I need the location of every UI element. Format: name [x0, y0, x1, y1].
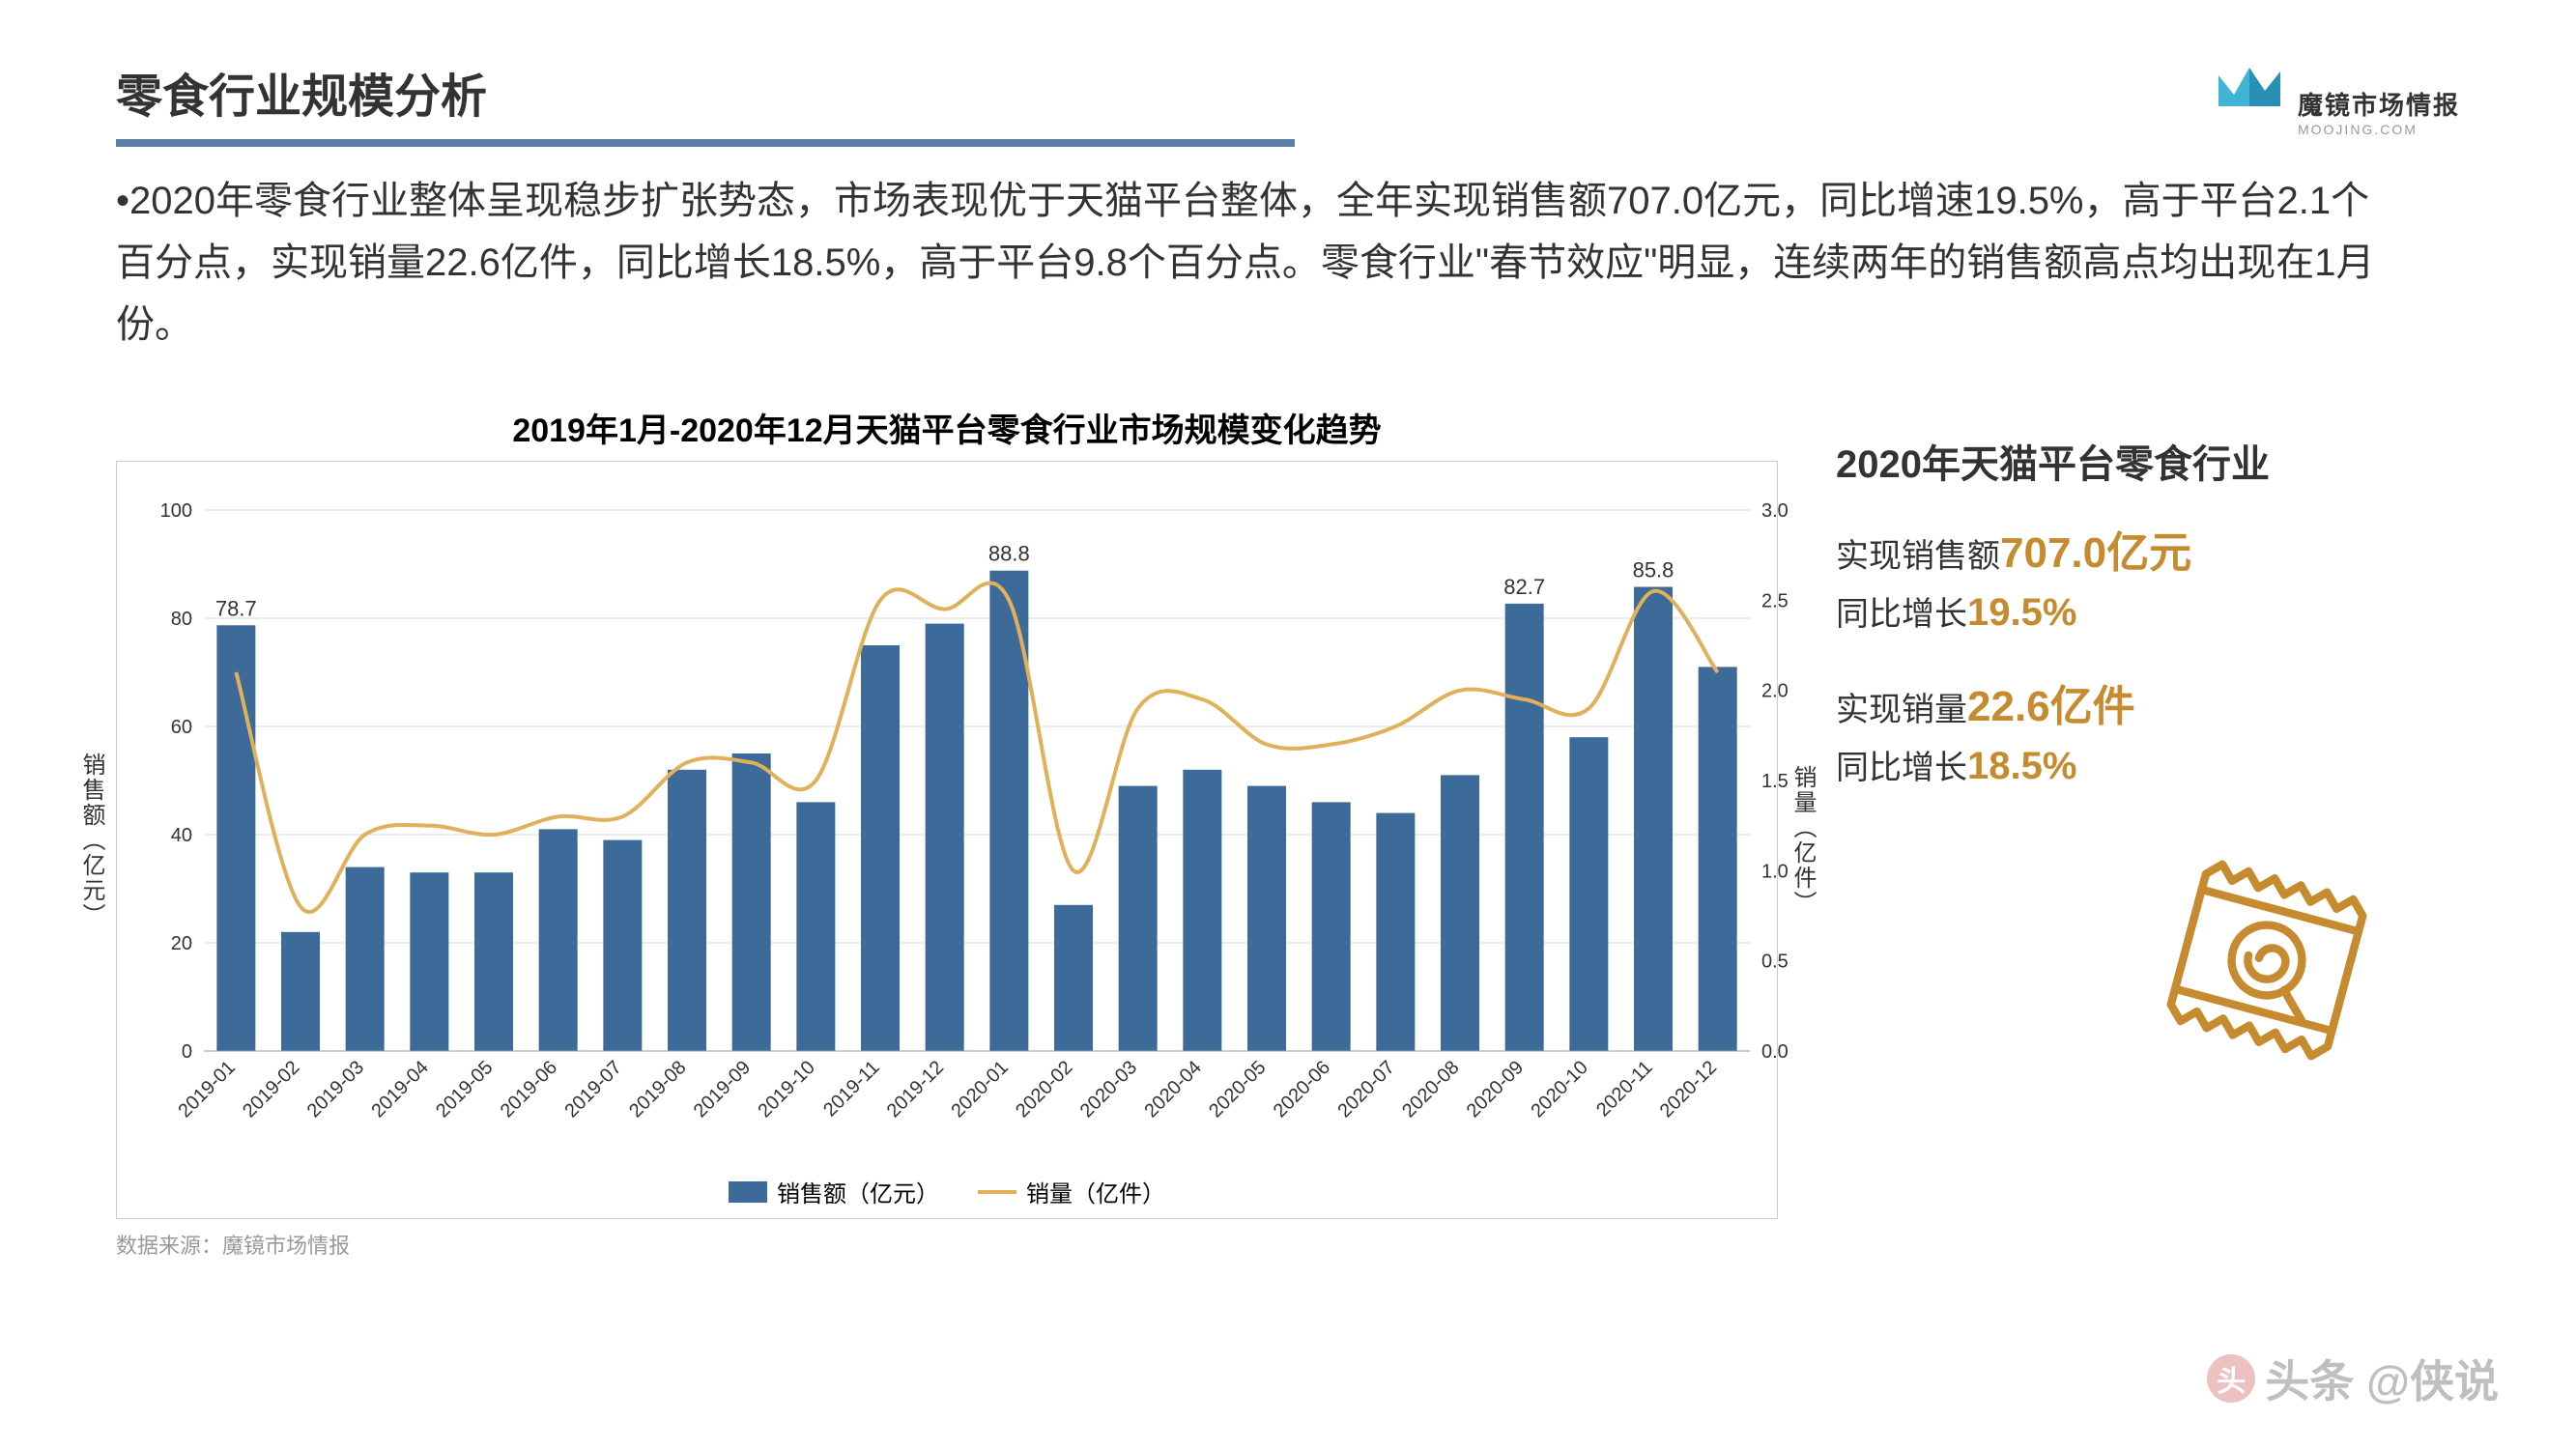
svg-text:2020-04: 2020-04 — [1140, 1057, 1205, 1122]
svg-text:20: 20 — [171, 933, 192, 954]
legend-line-label: 销量（亿件） — [1026, 1175, 1165, 1208]
svg-text:2019-01: 2019-01 — [174, 1057, 239, 1122]
svg-text:40: 40 — [171, 825, 192, 846]
watermark-text: 头条 @侠说 — [2265, 1347, 2499, 1410]
svg-text:2.0: 2.0 — [1761, 681, 1789, 702]
svg-text:100: 100 — [160, 500, 192, 522]
svg-text:2019-05: 2019-05 — [432, 1057, 497, 1122]
svg-text:2020-03: 2020-03 — [1076, 1057, 1141, 1122]
watermark-icon: 头 — [2207, 1354, 2255, 1403]
side-lines: 实现销售额707.0亿元同比增长19.5% 实现销量22.6亿件同比增长18.5% — [1836, 518, 2460, 788]
svg-text:0: 0 — [182, 1041, 192, 1063]
svg-text:2020-12: 2020-12 — [1656, 1057, 1721, 1122]
legend-line-swatch — [978, 1190, 1016, 1194]
y-axis-left-label: 销售额（亿元） — [74, 753, 108, 928]
svg-text:85.8: 85.8 — [1633, 558, 1674, 582]
svg-text:2020-06: 2020-06 — [1270, 1057, 1334, 1122]
page-title: 零食行业规模分析 — [116, 58, 1295, 126]
svg-text:2.5: 2.5 — [1761, 590, 1789, 611]
svg-text:2020-11: 2020-11 — [1592, 1057, 1656, 1121]
svg-text:82.7: 82.7 — [1503, 575, 1545, 599]
svg-text:1.0: 1.0 — [1761, 861, 1789, 882]
logo-brand: 魔镜市场情报 — [2298, 86, 2460, 122]
watermark: 头 头条 @侠说 — [2207, 1347, 2499, 1410]
svg-text:78.7: 78.7 — [215, 596, 257, 620]
svg-text:2019-04: 2019-04 — [367, 1057, 432, 1122]
svg-text:2019-08: 2019-08 — [625, 1057, 690, 1122]
main-content: 2019年1月-2020年12月天猫平台零食行业市场规模变化趋势 销售额（亿元）… — [116, 404, 2460, 1260]
side-stat-line: 实现销售额707.0亿元 — [1836, 518, 2460, 580]
snack-icon — [2132, 825, 2402, 1095]
svg-text:0.5: 0.5 — [1761, 952, 1789, 973]
chart-legend: 销售额（亿元） 销量（亿件） — [136, 1175, 1758, 1208]
chart-panel: 2019年1月-2020年12月天猫平台零食行业市场规模变化趋势 销售额（亿元）… — [116, 404, 1778, 1260]
description: •2020年零食行业整体呈现稳步扩张势态，市场表现优于天猫平台整体，全年实现销售… — [116, 170, 2387, 355]
title-underline — [116, 139, 1295, 147]
svg-text:2020-07: 2020-07 — [1333, 1057, 1398, 1122]
logo-domain: MOOJING.COM — [2298, 122, 2460, 137]
svg-text:0.0: 0.0 — [1761, 1041, 1789, 1063]
svg-text:60: 60 — [171, 717, 192, 738]
chart-svg: 0 20 40 60 80 100 0.0 0.5 1.0 1.5 2.0 2.5 3.0 78.7 88.… — [136, 471, 1818, 1167]
svg-text:2020-01: 2020-01 — [947, 1057, 1012, 1122]
svg-text:80: 80 — [171, 609, 192, 630]
legend-bar-label: 销售额（亿元） — [777, 1175, 939, 1208]
logo-icon — [2211, 58, 2288, 116]
chart-title: 2019年1月-2020年12月天猫平台零食行业市场规模变化趋势 — [116, 404, 1778, 451]
svg-text:2019-09: 2019-09 — [690, 1057, 755, 1122]
svg-text:2020-02: 2020-02 — [1012, 1057, 1076, 1122]
svg-text:2020-08: 2020-08 — [1398, 1057, 1463, 1122]
legend-bars: 销售额（亿元） — [729, 1175, 939, 1208]
svg-text:88.8: 88.8 — [988, 542, 1030, 566]
svg-text:2019-12: 2019-12 — [883, 1057, 948, 1122]
side-stat-line: 同比增长19.5% — [1836, 587, 2460, 635]
data-source: 数据来源：魔镜市场情报 — [116, 1229, 1778, 1260]
svg-text:3.0: 3.0 — [1761, 500, 1789, 522]
side-panel: 2020年天猫平台零食行业 实现销售额707.0亿元同比增长19.5% 实现销量2… — [1836, 404, 2460, 1260]
logo-block: 魔镜市场情报 MOOJING.COM — [2211, 58, 2460, 137]
svg-text:2020-10: 2020-10 — [1527, 1057, 1591, 1122]
svg-text:2019-02: 2019-02 — [239, 1057, 303, 1122]
title-block: 零食行业规模分析 — [116, 58, 1295, 147]
side-title: 2020年天猫平台零食行业 — [1836, 433, 2460, 489]
svg-text:2019-07: 2019-07 — [560, 1057, 625, 1122]
legend-line: 销量（亿件） — [978, 1175, 1165, 1208]
chart-box: 销售额（亿元） 销量（亿件） 0204060801000.00.51.01.52… — [116, 461, 1778, 1219]
svg-text:2020-09: 2020-09 — [1463, 1057, 1528, 1122]
side-stat-line: 同比增长18.5% — [1836, 741, 2460, 788]
svg-text:1.5: 1.5 — [1761, 771, 1789, 792]
svg-text:2020-05: 2020-05 — [1205, 1057, 1270, 1122]
svg-text:2019-10: 2019-10 — [754, 1057, 818, 1122]
svg-text:2019-03: 2019-03 — [303, 1057, 368, 1122]
svg-text:2019-11: 2019-11 — [819, 1057, 883, 1121]
svg-text:2019-06: 2019-06 — [497, 1057, 561, 1122]
header: 零食行业规模分析 魔镜市场情报 MOOJING.COM — [116, 58, 2460, 147]
legend-bar-swatch — [729, 1181, 767, 1203]
side-stat-line: 实现销量22.6亿件 — [1836, 671, 2460, 733]
y-axis-right-label: 销量（亿件） — [1786, 765, 1819, 916]
